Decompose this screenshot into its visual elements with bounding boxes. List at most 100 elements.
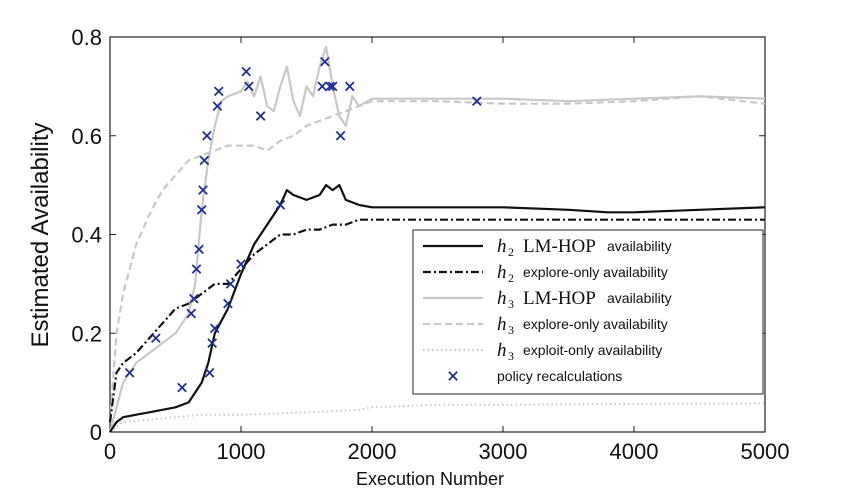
recalc-marker [124, 367, 135, 378]
recalc-marker-stroke [236, 259, 246, 269]
recalc-marker [225, 279, 236, 289]
x-tick-label: 3000 [479, 439, 528, 464]
recalc-marker-stroke [223, 298, 233, 309]
x-tick-label: 2000 [348, 439, 397, 464]
recalc-marker-stroke [241, 66, 252, 77]
recalc-marker [199, 155, 210, 166]
recalc-marker [213, 86, 224, 97]
recalc-marker [198, 185, 208, 195]
series-layer [108, 45, 766, 433]
recalc-marker-stroke [212, 101, 223, 111]
legend-label: availability [607, 238, 672, 254]
legend-symbol: h [497, 236, 507, 257]
series-line-h3_exploit [109, 402, 766, 433]
recalc-marker-stroke [335, 130, 346, 141]
x-axis-label: Execution Number [356, 469, 504, 489]
legend-label: exploit-only availability [523, 342, 662, 358]
recalc-marker [320, 56, 330, 67]
recalc-marker-stroke [344, 81, 355, 92]
recalc-marker [255, 111, 266, 121]
y-tick-label: 0.2 [71, 321, 102, 346]
recalc-marker-stroke [199, 155, 210, 166]
recalc-marker [204, 367, 215, 378]
series-line-h2_explore [108, 218, 765, 423]
legend-subscript: 3 [508, 323, 514, 337]
recalc-marker [241, 66, 252, 77]
recalc-marker-stroke [151, 333, 161, 344]
legend-method: LM-HOP [523, 236, 596, 257]
recalc-marker-stroke [320, 56, 330, 67]
recalc-marker-stroke [317, 81, 328, 92]
recalc-marker [471, 96, 482, 107]
recalc-marker [191, 264, 202, 274]
recalc-marker-stroke [325, 81, 335, 92]
recalc-marker [275, 200, 286, 210]
recalc-marker [196, 204, 207, 215]
recalc-marker [202, 130, 212, 141]
recalc-marker-stroke [124, 367, 135, 378]
y-tick-label: 0.6 [71, 124, 102, 149]
x-tick-label: 0 [104, 439, 116, 464]
tick-labels: 0 1000 2000 3000 4000 5000 0 0.2 0.4 0.6 0.8 [71, 25, 789, 464]
recalc-marker [223, 298, 233, 309]
recalc-marker-stroke [209, 323, 220, 334]
legend-label: explore-only availability [523, 264, 668, 280]
recalc-marker [194, 244, 204, 255]
legend-label: explore-only availability [523, 316, 668, 332]
x-tick-label: 5000 [741, 439, 790, 464]
legend-subscript: 2 [508, 271, 514, 285]
y-tick-label: 0.8 [71, 25, 102, 50]
series-line-h3_lmhop [108, 45, 766, 433]
legend-label: availability [607, 290, 672, 306]
recalc-marker [236, 259, 246, 269]
recalc-marker [189, 293, 199, 304]
series-line-h3_explore [108, 95, 766, 423]
recalc-marker [207, 338, 218, 348]
recalc-marker [335, 130, 346, 141]
recalc-marker [151, 333, 161, 344]
recalc-marker [212, 101, 223, 111]
recalc-marker-stroke [225, 279, 236, 289]
recalc-marker [317, 81, 328, 92]
recalc-marker-stroke [191, 264, 202, 274]
recalc-marker [209, 323, 220, 334]
recalc-marker-stroke [275, 200, 286, 210]
recalc-marker-stroke [202, 130, 212, 141]
recalc-marker [244, 81, 254, 92]
x-tick-label: 4000 [610, 439, 659, 464]
y-axis-label: Estimated Availability [27, 123, 54, 348]
legend-method: LM-HOP [523, 288, 596, 309]
recalc-marker-stroke [207, 338, 218, 348]
y-tick-label: 0.4 [71, 223, 102, 248]
recalc-marker-stroke [471, 96, 482, 107]
recalc-marker-stroke [213, 86, 224, 97]
legend-label-markers: policy recalculations [497, 368, 622, 384]
recalc-marker-stroke [186, 308, 197, 319]
legend-subscript: 2 [508, 245, 514, 259]
legend-symbol: h [497, 314, 507, 335]
recalc-marker [186, 308, 197, 319]
legend-box [412, 229, 764, 395]
recalc-marker-stroke [327, 81, 338, 92]
legend-symbol: h [497, 288, 507, 309]
legend-symbol: h [497, 262, 507, 283]
marker-layer [124, 56, 482, 393]
recalc-marker-stroke [194, 244, 204, 255]
recalc-marker-stroke [177, 382, 187, 393]
legend-marker-stroke [448, 371, 458, 381]
recalc-marker-stroke [196, 204, 207, 215]
recalc-marker-stroke [204, 367, 215, 378]
recalc-marker [344, 81, 355, 92]
legend-subscript: 3 [508, 297, 514, 311]
legend-subscript: 3 [508, 349, 514, 363]
recalc-marker-stroke [255, 111, 266, 121]
recalc-marker-stroke [198, 185, 208, 195]
recalc-marker-stroke [189, 293, 199, 304]
series-line-h2_lmhop [109, 184, 766, 433]
recalc-marker-stroke [244, 81, 254, 92]
y-tick-label: 0 [90, 420, 102, 445]
recalc-marker [327, 81, 338, 92]
legend-symbol: h [497, 340, 507, 361]
